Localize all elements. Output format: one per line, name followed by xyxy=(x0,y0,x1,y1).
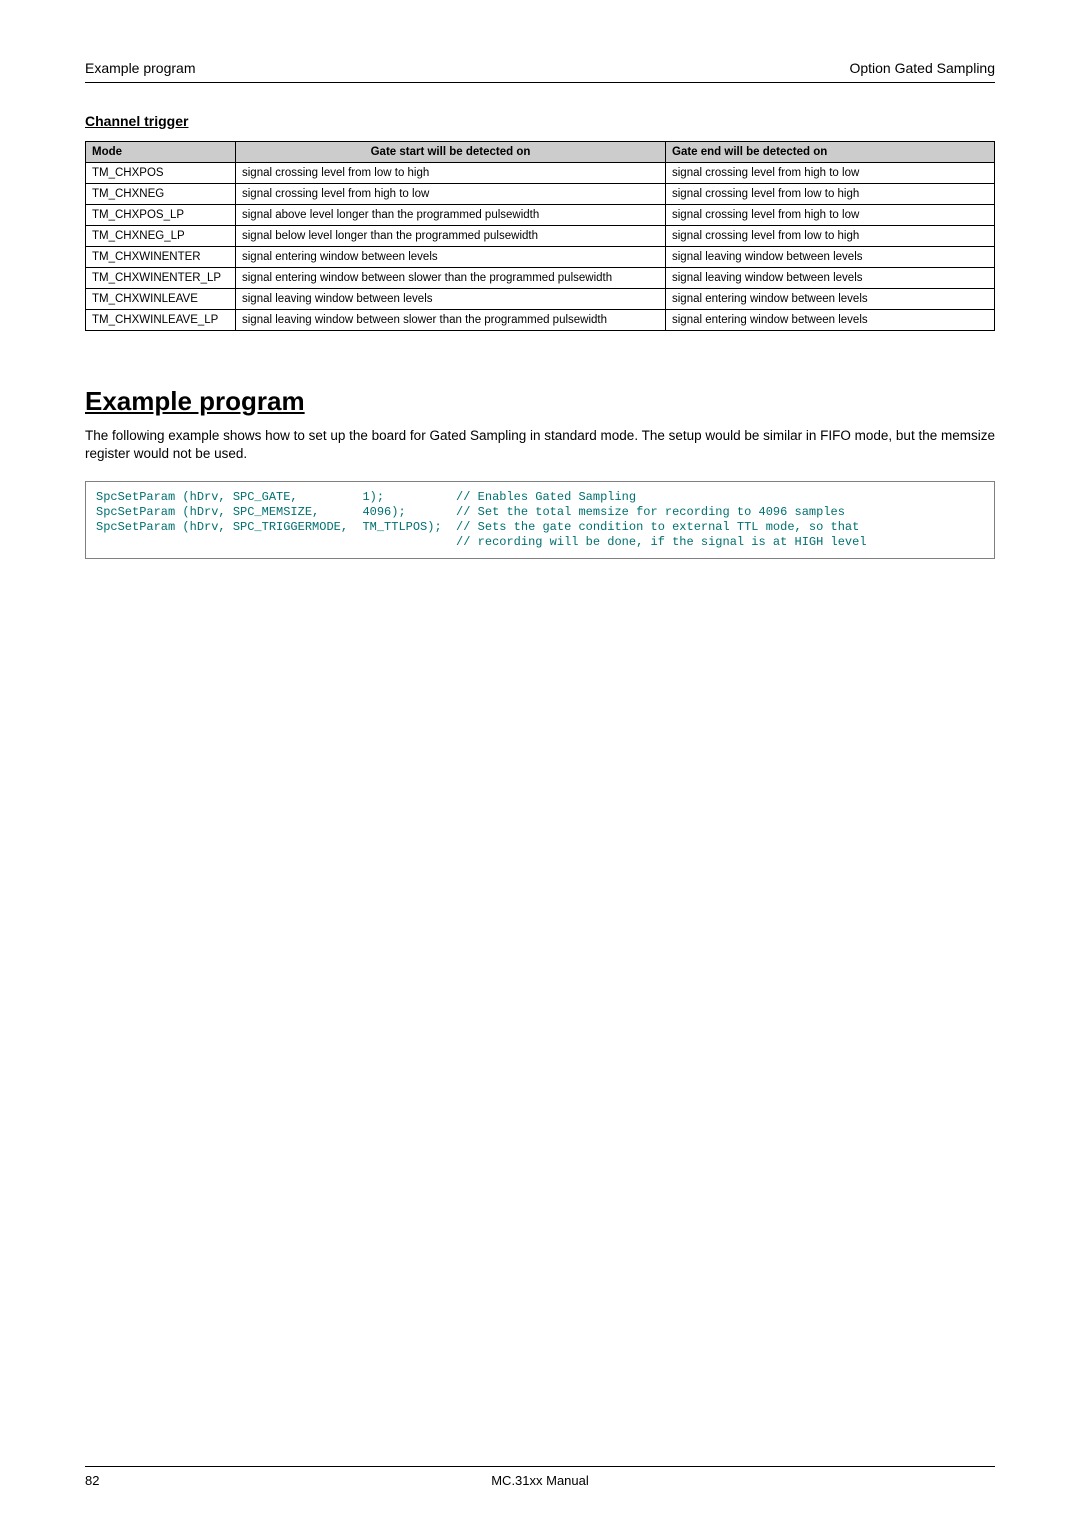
cell-gate-end: signal crossing level from low to high xyxy=(666,184,995,205)
cell-mode: TM_CHXNEG xyxy=(86,184,236,205)
cell-mode: TM_CHXWINLEAVE xyxy=(86,289,236,310)
page-footer: 82 MC.31xx Manual xyxy=(85,1466,995,1488)
cell-gate-start: signal leaving window between levels xyxy=(236,289,666,310)
table-row: TM_CHXWINLEAVE_LPsignal leaving window b… xyxy=(86,310,995,331)
cell-gate-start: signal above level longer than the progr… xyxy=(236,205,666,226)
footer-manual-name: MC.31xx Manual xyxy=(491,1473,589,1488)
cell-mode: TM_CHXWINENTER_LP xyxy=(86,268,236,289)
table-row: TM_CHXPOSsignal crossing level from low … xyxy=(86,163,995,184)
table-row: TM_CHXPOS_LPsignal above level longer th… xyxy=(86,205,995,226)
cell-mode: TM_CHXPOS_LP xyxy=(86,205,236,226)
footer-page-number: 82 xyxy=(85,1473,99,1488)
cell-gate-start: signal crossing level from low to high xyxy=(236,163,666,184)
cell-gate-start: signal below level longer than the progr… xyxy=(236,226,666,247)
table-row: TM_CHXWINENTER_LPsignal entering window … xyxy=(86,268,995,289)
cell-gate-end: signal entering window between levels xyxy=(666,310,995,331)
cell-gate-end: signal crossing level from high to low xyxy=(666,163,995,184)
cell-mode: TM_CHXWINENTER xyxy=(86,247,236,268)
section-intro: The following example shows how to set u… xyxy=(85,427,995,463)
table-row: TM_CHXNEGsignal crossing level from high… xyxy=(86,184,995,205)
cell-gate-end: signal leaving window between levels xyxy=(666,247,995,268)
cell-gate-end: signal crossing level from high to low xyxy=(666,205,995,226)
col-gate-start: Gate start will be detected on xyxy=(236,142,666,163)
cell-gate-start: signal crossing level from high to low xyxy=(236,184,666,205)
header-right: Option Gated Sampling xyxy=(849,60,995,76)
table-header-row: Mode Gate start will be detected on Gate… xyxy=(86,142,995,163)
section-title: Example program xyxy=(85,386,995,417)
col-gate-end: Gate end will be detected on xyxy=(666,142,995,163)
cell-gate-end: signal entering window between levels xyxy=(666,289,995,310)
table-row: TM_CHXWINLEAVEsignal leaving window betw… xyxy=(86,289,995,310)
subsection-title: Channel trigger xyxy=(85,113,995,129)
header-left: Example program xyxy=(85,60,196,76)
col-mode: Mode xyxy=(86,142,236,163)
cell-gate-start: signal leaving window between slower tha… xyxy=(236,310,666,331)
channel-trigger-table: Mode Gate start will be detected on Gate… xyxy=(85,141,995,331)
page-header: Example program Option Gated Sampling xyxy=(85,60,995,83)
cell-mode: TM_CHXWINLEAVE_LP xyxy=(86,310,236,331)
cell-gate-end: signal crossing level from low to high xyxy=(666,226,995,247)
table-row: TM_CHXWINENTERsignal entering window bet… xyxy=(86,247,995,268)
table-row: TM_CHXNEG_LPsignal below level longer th… xyxy=(86,226,995,247)
cell-gate-end: signal leaving window between levels xyxy=(666,268,995,289)
cell-mode: TM_CHXNEG_LP xyxy=(86,226,236,247)
code-block: SpcSetParam (hDrv, SPC_GATE, 1); // Enab… xyxy=(85,481,995,559)
cell-gate-start: signal entering window between levels xyxy=(236,247,666,268)
cell-gate-start: signal entering window between slower th… xyxy=(236,268,666,289)
cell-mode: TM_CHXPOS xyxy=(86,163,236,184)
